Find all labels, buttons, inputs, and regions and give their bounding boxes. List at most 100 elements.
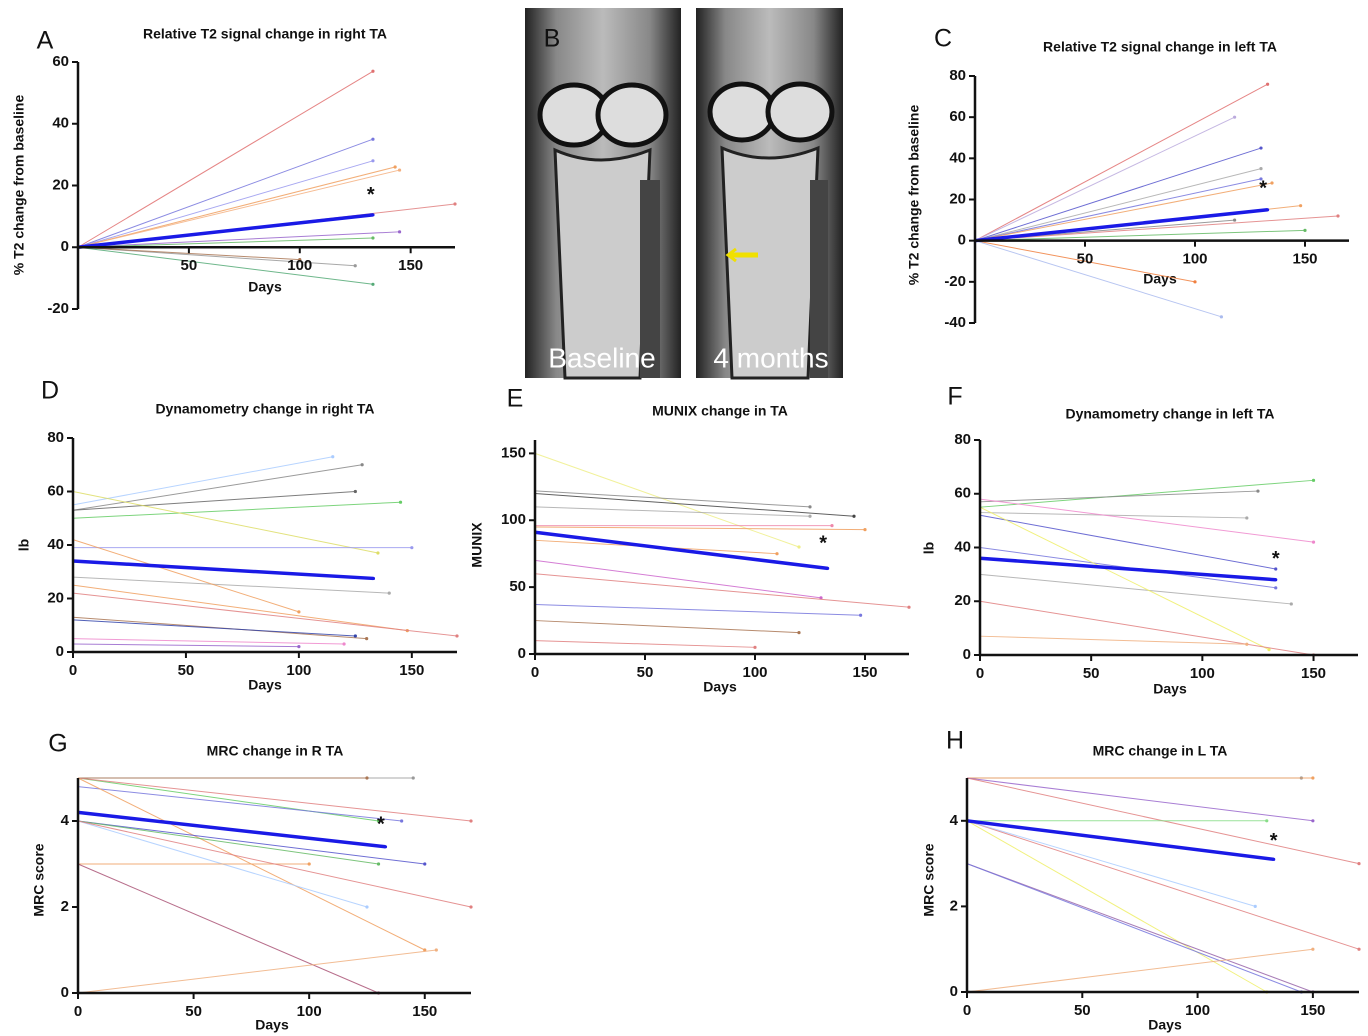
series-line	[534, 530, 828, 571]
end-point	[808, 505, 812, 509]
end-point	[397, 168, 402, 172]
end-point	[371, 69, 375, 73]
end-point	[410, 546, 414, 550]
series-line	[77, 777, 472, 822]
series-line	[534, 493, 855, 517]
y-tick-label: 0	[950, 983, 958, 1000]
end-point	[1311, 540, 1316, 544]
x-axis-label: Days	[248, 279, 282, 295]
series-line	[966, 820, 1268, 993]
end-point	[1193, 280, 1197, 284]
y-tick-label: 0	[518, 645, 526, 662]
series-line	[77, 213, 374, 249]
end-point	[297, 645, 301, 649]
series-line	[72, 501, 401, 519]
y-axis-label: MRC score	[31, 843, 47, 916]
end-point	[808, 514, 812, 518]
x-tick-label: 0	[963, 1002, 971, 1019]
x-tick-label: 150	[852, 664, 877, 681]
panel-letter: D	[41, 377, 59, 405]
x-axis-label: Days	[1148, 1017, 1182, 1033]
y-tick-label: 40	[47, 536, 64, 553]
end-point	[371, 137, 375, 141]
panel-letter: A	[37, 27, 54, 55]
y-tick-label: 4	[950, 812, 959, 829]
y-tick-label: -20	[944, 273, 966, 290]
end-point	[1311, 776, 1315, 780]
end-point	[1265, 819, 1269, 823]
x-tick-label: 50	[1074, 1002, 1091, 1019]
series-line	[534, 604, 861, 616]
x-tick-label: 100	[1190, 665, 1215, 682]
y-tick-label: 0	[56, 643, 64, 660]
y-axis-label: MRC score	[921, 843, 937, 916]
end-point	[411, 776, 415, 780]
end-point	[1245, 642, 1249, 646]
series-line	[77, 231, 400, 248]
y-tick-label: 80	[949, 67, 966, 84]
end-point	[1233, 218, 1237, 222]
y-tick-label: 80	[47, 429, 64, 446]
end-point	[360, 463, 364, 467]
series-line	[534, 506, 811, 517]
series-line	[72, 638, 345, 645]
series-line	[979, 498, 1314, 543]
x-axis-label: Days	[703, 679, 737, 695]
x-tick-label: 150	[1301, 665, 1326, 682]
series-line	[966, 819, 1274, 862]
end-point	[1357, 947, 1361, 951]
x-tick-label: 100	[742, 664, 767, 681]
image-caption: Baseline	[548, 342, 655, 373]
chart-title: MRC change in R TA	[207, 743, 344, 759]
x-tick-label: 100	[1185, 1002, 1210, 1019]
series-line	[979, 514, 1276, 570]
series-line	[77, 169, 400, 248]
series-line	[72, 539, 300, 613]
end-point	[1256, 489, 1260, 493]
end-point	[775, 552, 779, 556]
series-line	[974, 215, 1339, 242]
x-tick-label: 150	[398, 257, 423, 274]
end-point	[365, 905, 369, 909]
end-point	[1267, 648, 1271, 652]
end-point	[387, 591, 391, 595]
x-tick-label: 0	[69, 662, 77, 679]
series-line	[534, 573, 910, 608]
x-tick-label: 100	[297, 1003, 322, 1020]
end-point	[1270, 181, 1274, 185]
end-point	[1303, 228, 1307, 232]
panel-letter: E	[507, 385, 524, 413]
series-line	[974, 208, 1268, 243]
panel-letter: H	[946, 727, 964, 755]
series-line	[534, 490, 811, 508]
end-point	[469, 819, 473, 823]
y-tick-label: 40	[954, 538, 971, 555]
end-point	[826, 566, 830, 571]
y-tick-label: -20	[47, 300, 69, 317]
series-line	[72, 464, 363, 511]
series-line	[77, 786, 402, 822]
x-tick-label: 50	[178, 662, 195, 679]
series-line	[77, 820, 379, 865]
series-line	[979, 479, 1314, 508]
series-line	[966, 863, 1302, 993]
series-line	[979, 506, 1270, 651]
end-point	[852, 514, 856, 518]
end-point	[1233, 115, 1237, 119]
series-line	[72, 491, 356, 511]
series-line	[974, 240, 1222, 318]
x-tick-label: 100	[1182, 251, 1207, 268]
end-point	[297, 610, 301, 614]
end-point	[331, 455, 335, 459]
end-point	[1259, 146, 1263, 150]
annotation: *	[1259, 177, 1267, 199]
series-line	[77, 820, 472, 908]
series-line	[974, 240, 1196, 283]
end-point	[1266, 208, 1270, 212]
end-point	[1245, 516, 1249, 520]
y-tick-label: 60	[949, 108, 966, 125]
end-point	[469, 905, 473, 909]
end-point	[376, 819, 381, 823]
end-point	[371, 159, 375, 163]
series-line	[534, 452, 800, 548]
